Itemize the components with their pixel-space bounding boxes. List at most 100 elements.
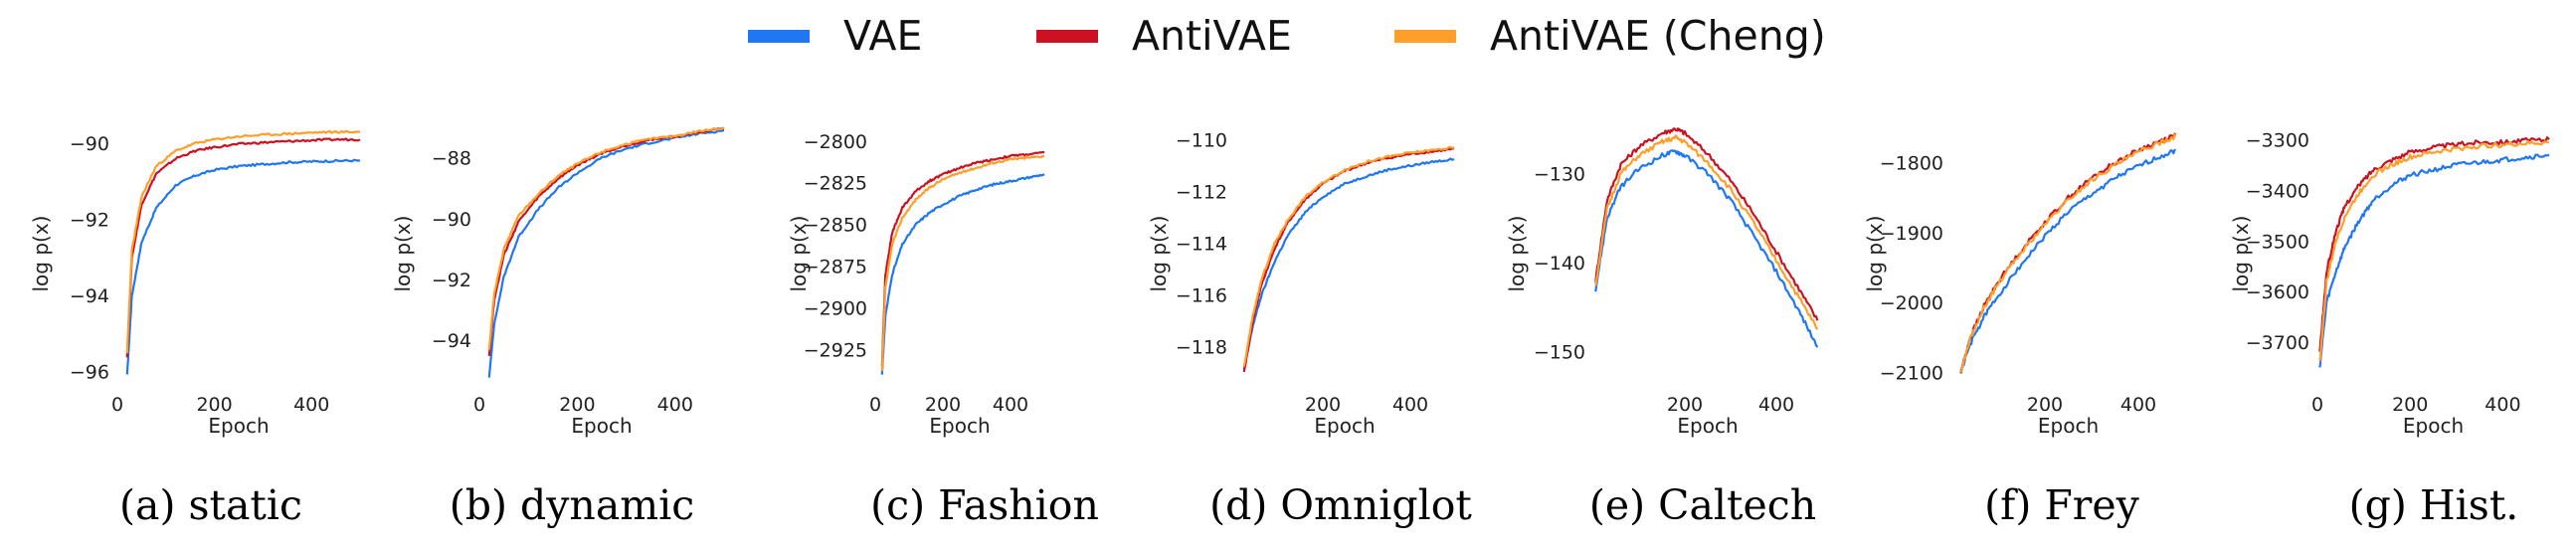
y-axis-label: log p(x) (2229, 216, 2253, 292)
y-tick-label: −2850 (804, 215, 867, 237)
y-tick-label: −92 (432, 270, 471, 291)
x-tick-label: 200 (1305, 394, 1341, 416)
y-axis-label: log p(x) (1147, 216, 1171, 292)
chart-panel-1: 0 200 400 −96 −94 −92 −90 Epoch log p(x) (a) stat… (29, 129, 361, 529)
y-tick-label: −140 (1534, 253, 1585, 275)
y-tick-label: −2925 (804, 339, 867, 361)
x-tick-label: 0 (111, 394, 123, 416)
y-tick-label: −112 (1176, 182, 1227, 204)
y-axis-label: log p(x) (391, 216, 415, 292)
series-line-vae (125, 158, 361, 375)
legend: VAE AntiVAE AntiVAE (Cheng) (0, 6, 2576, 66)
series-line-antivae (487, 126, 725, 357)
series-line-vae (487, 129, 725, 378)
series-line-vae (880, 173, 1045, 375)
y-tick-label: −92 (70, 210, 109, 232)
y-tick-label: −3600 (2246, 281, 2309, 303)
x-axis-label: Epoch (208, 414, 269, 438)
series-line-antivae (2318, 136, 2550, 352)
y-tick-label: −114 (1176, 234, 1227, 256)
panel-caption: (f) Frey (1984, 481, 2140, 529)
series-line-vae (1242, 157, 1455, 370)
y-axis-label: log p(x) (787, 216, 811, 292)
chart-panel-2: 0 200 400 −94 −92 −90 −88 Epoch log p(x) (b) dyna… (391, 126, 725, 529)
y-tick-label: −90 (432, 209, 471, 231)
series-line-antivae-cheng (2318, 140, 2550, 362)
panel-caption: (d) Omniglot (1209, 481, 1472, 529)
legend-label-antivae-cheng: AntiVAE (Cheng) (1490, 12, 1826, 60)
legend-swatch-antivae (1036, 29, 1098, 43)
x-tick-label: 0 (473, 394, 485, 416)
y-tick-label: −130 (1534, 163, 1585, 185)
y-tick-label: −2825 (804, 173, 867, 195)
y-tick-label: −2900 (804, 298, 867, 320)
x-tick-label: 200 (2027, 394, 2063, 416)
chart-panel-4: 200 400 −118 −116 −114 −112 −110 Epoch log p(x) (… (1147, 130, 1472, 529)
y-tick-label: −3300 (2246, 129, 2309, 151)
x-tick-label: 400 (993, 394, 1028, 416)
x-tick-label: 200 (1667, 394, 1703, 416)
x-tick-label: 400 (2484, 394, 2520, 416)
y-tick-label: −94 (432, 330, 471, 352)
x-tick-label: 400 (1758, 394, 1794, 416)
x-axis-label: Epoch (1677, 414, 1738, 438)
legend-item-antivae: AntiVAE (1036, 6, 1292, 66)
panel-caption: (b) dynamic (450, 481, 694, 529)
x-tick-label: 0 (2311, 394, 2323, 416)
y-tick-label: −88 (432, 148, 471, 170)
series-line-antivae-cheng (125, 129, 361, 354)
y-tick-label: −3700 (2246, 332, 2309, 354)
x-axis-label: Epoch (2038, 414, 2099, 438)
panel-caption: (c) Fashion (870, 481, 1099, 529)
series-line-vae (1594, 149, 1819, 348)
x-tick-label: 200 (196, 394, 232, 416)
series-line-vae (2318, 153, 2550, 368)
y-axis-label: log p(x) (1863, 216, 1887, 292)
series-line-antivae-cheng (487, 126, 725, 350)
x-tick-label: 400 (2120, 394, 2156, 416)
series-line-antivae (125, 137, 361, 358)
legend-item-vae: VAE (748, 6, 922, 66)
series-line-antivae (1959, 132, 2177, 374)
y-tick-label: −3400 (2246, 180, 2309, 202)
legend-item-antivae-cheng: AntiVAE (Cheng) (1394, 6, 1826, 66)
series-line-antivae-cheng (1959, 133, 2177, 373)
series-line-antivae (880, 150, 1045, 367)
x-axis-label: Epoch (929, 414, 990, 438)
x-axis-label: Epoch (1314, 414, 1375, 438)
chart-panel-5: 200 400 −150 −140 −130 Epoch log p(x) (e) Calte… (1505, 127, 1819, 529)
x-axis-label: Epoch (2403, 414, 2464, 438)
legend-swatch-antivae-cheng (1394, 29, 1456, 43)
y-tick-label: −94 (70, 285, 109, 307)
y-tick-label: −96 (70, 362, 109, 384)
y-axis-label: log p(x) (29, 216, 53, 292)
y-tick-label: −110 (1176, 130, 1227, 152)
series-line-antivae-cheng (1594, 134, 1819, 330)
legend-label-antivae: AntiVAE (1132, 12, 1292, 60)
y-axis-label: log p(x) (1505, 216, 1529, 292)
y-tick-label: −2875 (804, 257, 867, 278)
series-line-antivae-cheng (1242, 145, 1455, 367)
y-tick-label: −2800 (804, 131, 867, 153)
y-tick-label: −3500 (2246, 231, 2309, 253)
x-axis-label: Epoch (571, 414, 632, 438)
x-tick-label: 200 (559, 394, 595, 416)
chart-panel-7: 0 200 400 −3700 −3600 −3500 −3400 −3300 Epoch log… (2229, 129, 2550, 529)
chart-panel-3: 0 200 400 −2925 −2900 −2875 −2850 −2825 −2800 Epo… (787, 131, 1099, 529)
y-tick-label: −1900 (1880, 223, 1943, 245)
x-tick-label: 400 (293, 394, 329, 416)
legend-swatch-vae (748, 29, 810, 43)
x-tick-label: 200 (2392, 394, 2428, 416)
x-tick-label: 0 (869, 394, 881, 416)
chart-panel-6: 200 400 −2100 −2000 −1900 −1800 Epoch log p(x) (… (1863, 132, 2177, 529)
x-tick-label: 400 (1392, 394, 1428, 416)
panel-caption: (e) Caltech (1589, 481, 1816, 529)
y-tick-label: −118 (1176, 337, 1227, 359)
series-line-vae (1959, 148, 2176, 374)
y-tick-label: −116 (1176, 285, 1227, 307)
y-tick-label: −1800 (1880, 153, 1943, 175)
y-tick-label: −2000 (1880, 292, 1943, 314)
series-line-antivae (1594, 127, 1819, 321)
